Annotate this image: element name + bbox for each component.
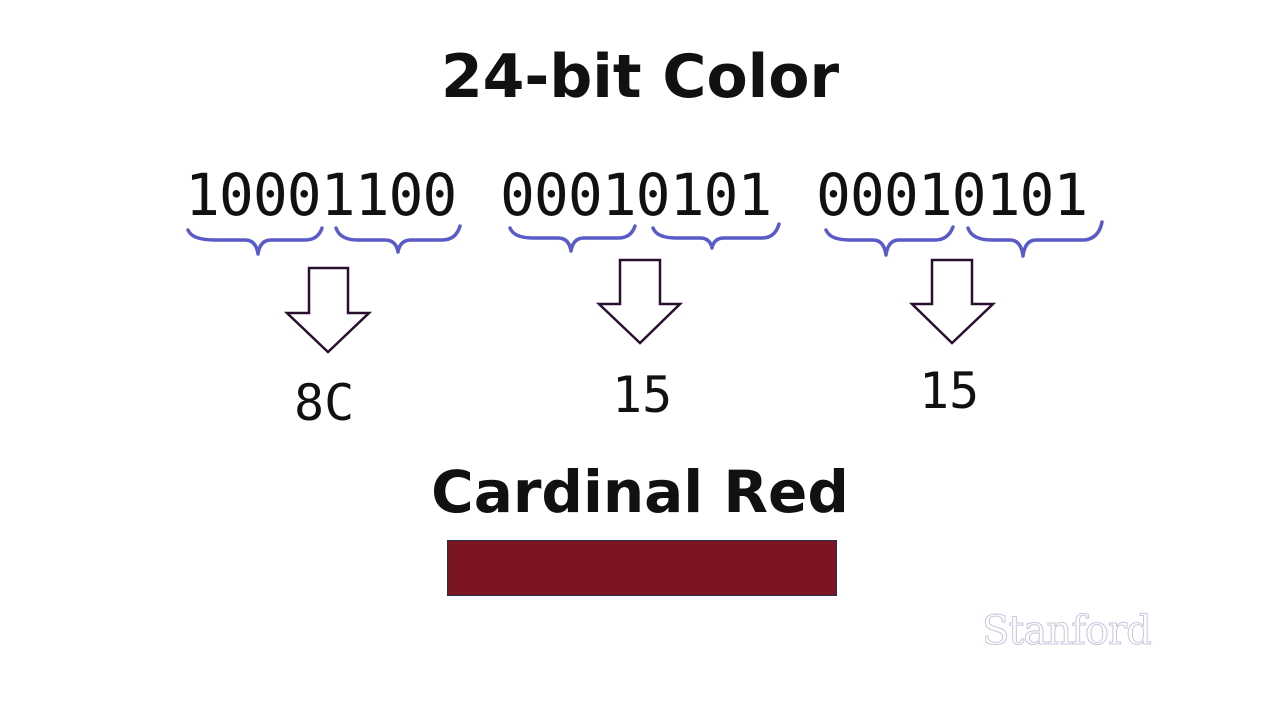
brace-nibble-1-high bbox=[186, 226, 324, 256]
stanford-logo: Stanford bbox=[982, 608, 1153, 655]
color-swatch bbox=[447, 540, 837, 596]
slide-title: 24-bit Color bbox=[440, 42, 840, 112]
byte-blue-bits: 00010101 bbox=[816, 161, 1088, 229]
brace-nibble-1-low bbox=[334, 224, 462, 254]
brace-nibble-2-low bbox=[651, 222, 781, 250]
brace-nibble-2-high bbox=[508, 224, 637, 253]
arrow-down-icon bbox=[283, 266, 373, 354]
color-name: Cardinal Red bbox=[431, 458, 849, 526]
brace-nibble-3-high bbox=[824, 225, 955, 257]
arrow-down-icon bbox=[908, 258, 997, 345]
arrow-down-icon bbox=[595, 258, 684, 345]
hex-green-value: 15 bbox=[612, 366, 673, 424]
byte-red-bits: 10001100 bbox=[185, 161, 457, 229]
brace-nibble-3-low bbox=[966, 220, 1104, 258]
hex-blue-value: 15 bbox=[919, 362, 980, 420]
hex-red-value: 8C bbox=[294, 374, 355, 432]
byte-green-bits: 00010101 bbox=[500, 161, 772, 229]
